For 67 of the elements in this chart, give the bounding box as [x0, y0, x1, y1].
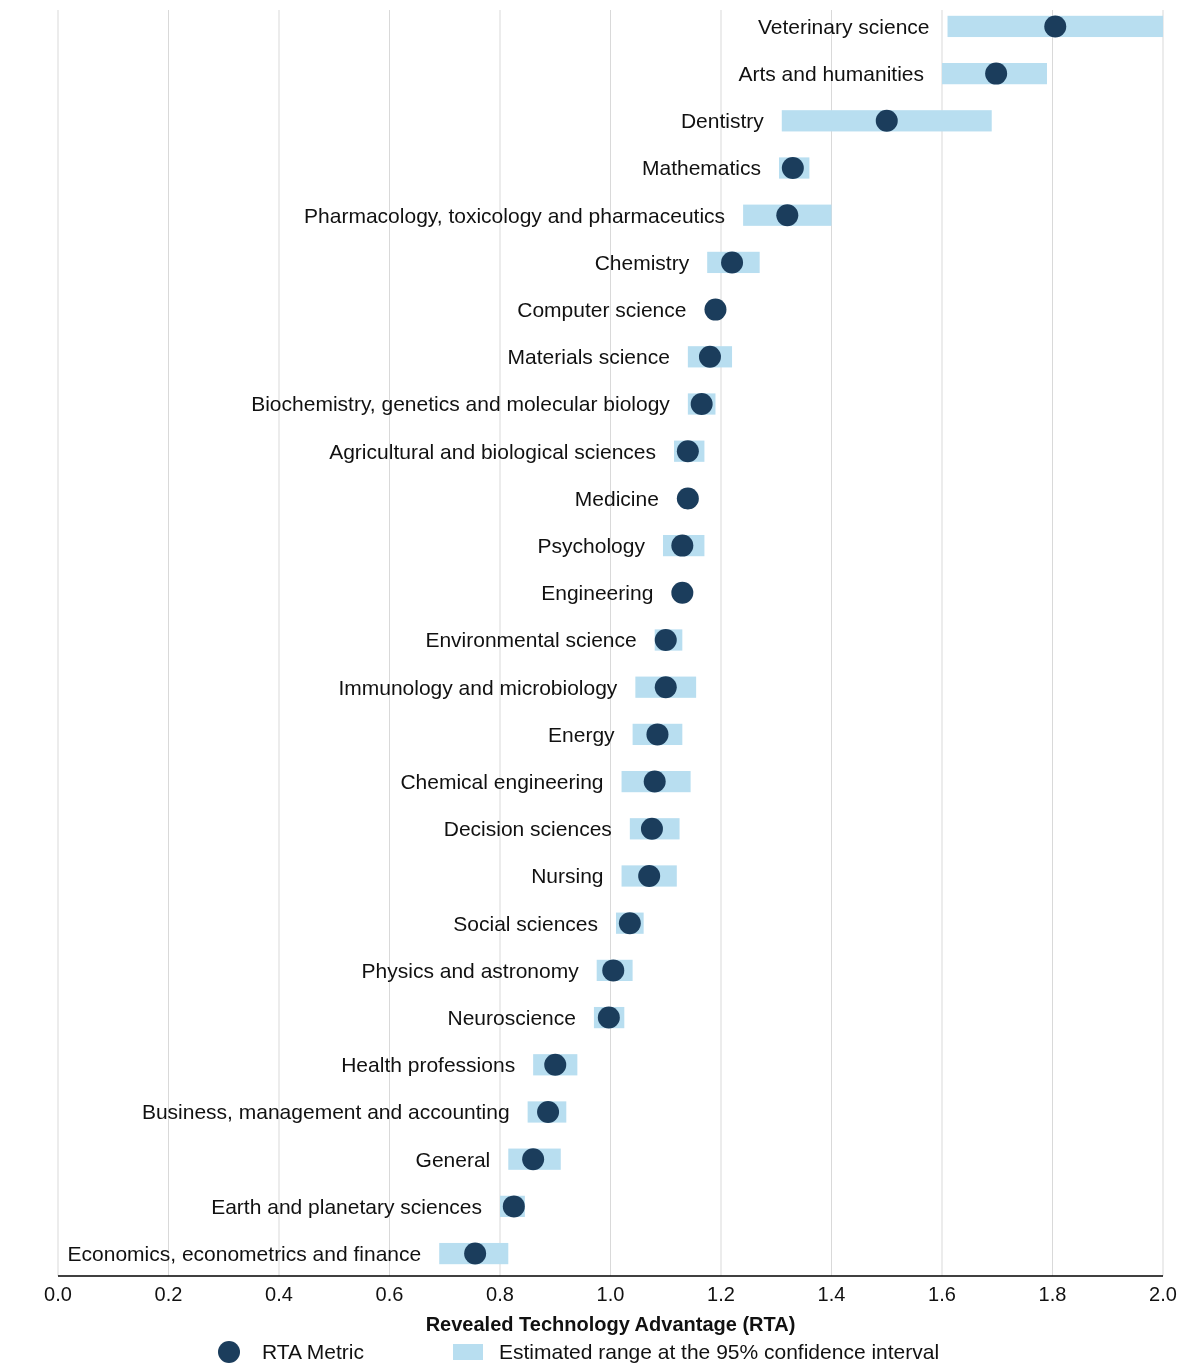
point: [671, 534, 694, 557]
legend-label: Estimated range at the 95% confidence interval: [499, 1340, 940, 1364]
y-tick-label: Biochemistry, genetics and molecular biology: [251, 392, 671, 416]
x-tick-label: 2.0: [1149, 1283, 1177, 1305]
x-tick-label: 1.2: [707, 1283, 735, 1305]
bar: [781, 110, 992, 132]
y-tick-label: Earth and planetary sciences: [211, 1194, 482, 1218]
x-axis-title: Revealed Technology Advantage (RTA): [425, 1313, 796, 1335]
y-tick-label: Pharmacology, toxicology and pharmaceutics: [304, 203, 726, 227]
y-tick-label: Engineering: [541, 581, 654, 605]
x-tick-label: 0.6: [375, 1283, 404, 1305]
point: [875, 109, 898, 132]
y-tick-label: Business, management and accounting: [141, 1100, 510, 1124]
x-tick-label: 0.4: [265, 1283, 293, 1305]
point: [643, 770, 666, 793]
y-tick-label: Veterinary science: [757, 14, 930, 38]
y-tick-label: Computer science: [517, 297, 687, 321]
y-tick-label: Psychology: [537, 533, 646, 557]
bar: [947, 15, 1163, 38]
y-tick-label: General: [415, 1147, 491, 1171]
y-tick-label: Dentistry: [680, 109, 765, 133]
point: [638, 864, 661, 887]
point: [464, 1242, 487, 1265]
y-tick-label: Decision sciences: [443, 817, 612, 841]
point: [721, 251, 744, 274]
y-tick-label: Chemical engineering: [400, 769, 604, 793]
point: [676, 440, 699, 463]
y-tick-label: Health professions: [341, 1053, 516, 1077]
point: [985, 62, 1008, 85]
point: [776, 204, 799, 227]
y-tick-label: Chemistry: [594, 250, 690, 274]
point: [646, 723, 669, 746]
y-tick-label: Energy: [548, 722, 616, 746]
point: [522, 1148, 545, 1171]
y-tick-label: Environmental science: [425, 628, 637, 652]
legend-label: RTA Metric: [262, 1340, 364, 1364]
point: [654, 676, 677, 699]
y-tick-label: Physics and astronomy: [361, 958, 580, 982]
point: [597, 1006, 620, 1029]
x-tick-label: 1.8: [1038, 1283, 1067, 1305]
point: [654, 629, 677, 651]
point: [602, 959, 625, 982]
point: [544, 1053, 567, 1076]
y-tick-label: Economics, econometrics and finance: [67, 1241, 422, 1265]
point: [1044, 15, 1067, 38]
point: [781, 157, 804, 180]
y-tick-label: Mathematics: [641, 156, 762, 180]
x-tick-label: 0.8: [486, 1283, 514, 1305]
y-tick-label: Immunology and microbiology: [338, 675, 618, 699]
point: [704, 298, 727, 321]
point: [698, 345, 721, 368]
x-tick-label: 0.2: [154, 1283, 183, 1305]
point: [537, 1100, 560, 1123]
point: [676, 487, 699, 510]
y-tick-label: Neuroscience: [447, 1005, 576, 1029]
x-tick-label: 1.0: [596, 1283, 625, 1305]
y-tick-label: Agricultural and biological sciences: [329, 439, 657, 463]
y-tick-label: Arts and humanities: [738, 61, 924, 85]
y-tick-label: Social sciences: [453, 911, 599, 935]
point: [671, 581, 694, 604]
y-tick-label: Nursing: [531, 864, 604, 888]
x-tick-label: 1.4: [817, 1283, 846, 1305]
y-tick-label: Materials science: [507, 345, 670, 369]
point: [640, 817, 663, 840]
x-tick-label: 1.6: [928, 1283, 956, 1305]
x-tick-label: 0.0: [44, 1283, 72, 1305]
y-tick-label: Medicine: [574, 486, 659, 510]
